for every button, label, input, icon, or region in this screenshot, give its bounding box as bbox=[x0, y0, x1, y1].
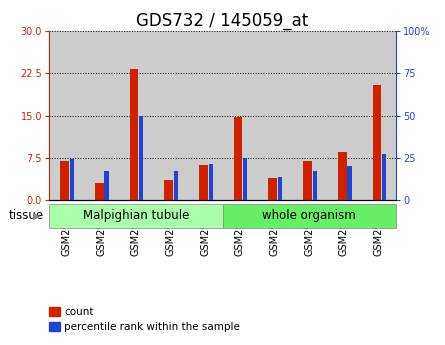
Legend: count, percentile rank within the sample: count, percentile rank within the sample bbox=[45, 303, 244, 336]
Bar bbox=[382, 155, 386, 200]
Bar bbox=[303, 161, 312, 200]
Bar bbox=[139, 116, 143, 200]
Bar bbox=[118, 31, 153, 200]
Bar bbox=[84, 31, 118, 200]
Bar bbox=[188, 31, 222, 200]
Bar bbox=[292, 31, 327, 200]
Bar bbox=[164, 180, 173, 200]
Text: whole organism: whole organism bbox=[263, 209, 356, 222]
Bar bbox=[153, 31, 188, 200]
Bar bbox=[70, 159, 74, 200]
Bar bbox=[372, 85, 381, 200]
Bar bbox=[268, 178, 277, 200]
Bar bbox=[348, 166, 352, 200]
Bar bbox=[105, 171, 109, 200]
Bar bbox=[60, 161, 69, 200]
Bar bbox=[95, 183, 104, 200]
Bar bbox=[234, 117, 243, 200]
Bar bbox=[361, 31, 396, 200]
Bar bbox=[243, 158, 247, 200]
Text: Malpighian tubule: Malpighian tubule bbox=[82, 209, 189, 222]
Text: ▶: ▶ bbox=[33, 211, 41, 220]
Bar bbox=[222, 31, 257, 200]
Bar bbox=[327, 31, 361, 200]
Bar bbox=[278, 177, 282, 200]
Title: GDS732 / 145059_at: GDS732 / 145059_at bbox=[136, 12, 309, 30]
Bar bbox=[257, 31, 292, 200]
Bar bbox=[199, 165, 208, 200]
Bar bbox=[338, 152, 347, 200]
Bar bbox=[209, 164, 213, 200]
Bar bbox=[313, 171, 317, 200]
Bar bbox=[174, 171, 178, 200]
Bar bbox=[129, 69, 138, 200]
Bar bbox=[49, 31, 84, 200]
Text: tissue: tissue bbox=[9, 209, 44, 222]
